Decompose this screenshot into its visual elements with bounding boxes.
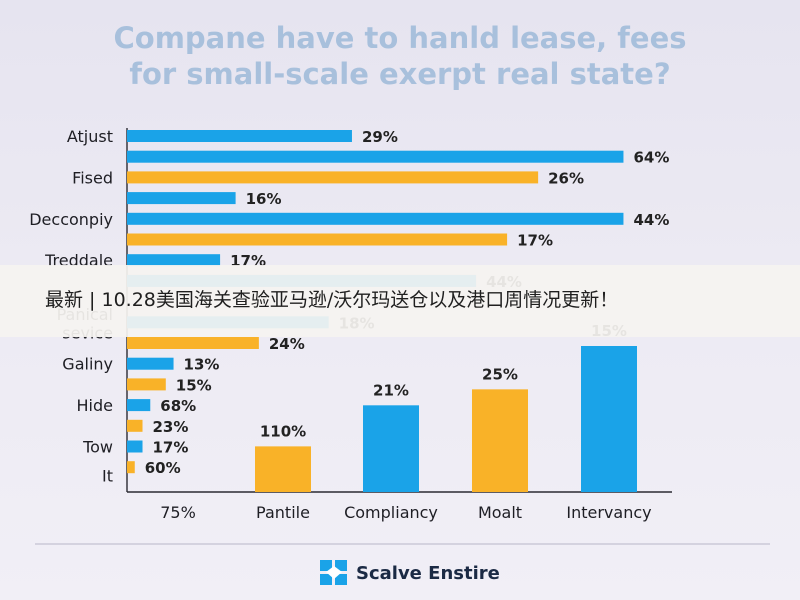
x-tick-label-4: Intervancy xyxy=(566,503,651,522)
hbar-13 xyxy=(127,399,151,412)
vbar-value-label-0: 110% xyxy=(260,422,306,440)
hbar-2 xyxy=(127,171,539,184)
hbar-value-label-5: 17% xyxy=(517,232,553,250)
vbar-value-label-1: 21% xyxy=(373,381,409,399)
category-label-9: It xyxy=(102,466,113,485)
brand-name: Scalve Enstire xyxy=(356,562,500,584)
hbar-0 xyxy=(127,130,352,142)
hbar-5 xyxy=(127,233,508,246)
news-banner-text[interactable]: 最新 | 10.28美国海关查验亚马逊/沃尔玛送仓以及港口周情况更新！ xyxy=(45,289,619,311)
vbar-3 xyxy=(581,346,637,492)
hbar-value-label-14: 23% xyxy=(153,418,189,436)
hbar-3 xyxy=(127,192,236,205)
hbar-16 xyxy=(127,461,135,474)
footer-divider xyxy=(35,543,770,545)
hbar-value-label-10: 24% xyxy=(269,335,305,353)
vbar-0 xyxy=(255,446,311,492)
brand-logo: Scalve Enstire xyxy=(320,560,500,586)
x-tick-label-3: Moalt xyxy=(478,503,522,522)
news-banner[interactable] xyxy=(0,265,800,337)
x-tick-label-2: Compliancy xyxy=(344,503,438,522)
category-label-6: Galiny xyxy=(62,355,113,374)
hbar-value-label-13: 68% xyxy=(160,397,196,415)
hbar-6 xyxy=(127,254,221,267)
x-tick-label-1: Pantile xyxy=(256,503,310,522)
hbar-value-label-16: 60% xyxy=(145,459,181,477)
hbar-14 xyxy=(127,419,143,432)
hbar-value-label-3: 16% xyxy=(246,190,282,208)
category-label-2: Decconpiy xyxy=(29,210,113,229)
category-label-1: Fised xyxy=(72,168,113,187)
hbar-value-label-4: 44% xyxy=(633,211,669,229)
hbar-value-label-1: 64% xyxy=(633,149,669,167)
hbar-value-label-12: 15% xyxy=(176,376,212,394)
hbar-value-label-11: 13% xyxy=(184,356,220,374)
vbar-2 xyxy=(472,389,528,492)
vbar-value-label-2: 25% xyxy=(482,365,518,383)
hbar-value-label-15: 17% xyxy=(153,439,189,457)
x-tick-label-0: 75% xyxy=(160,503,196,522)
chart-title-line-1: Compane have to hanld lease, fees xyxy=(113,21,687,55)
hbar-value-label-2: 26% xyxy=(548,169,584,187)
category-label-7: Hide xyxy=(77,396,113,415)
hbar-value-label-0: 29% xyxy=(362,128,398,146)
chart-title: Compane have to hanld lease, fees for sm… xyxy=(0,20,800,92)
chart-title-line-2: for small-scale exerpt real state? xyxy=(129,57,671,91)
category-label-0: Atjust xyxy=(67,127,113,146)
scalve-logo-icon xyxy=(320,560,347,585)
hbar-4 xyxy=(127,212,624,225)
category-label-8: Tow xyxy=(82,438,113,457)
hbar-15 xyxy=(127,440,143,453)
hbar-12 xyxy=(127,378,166,391)
hbar-1 xyxy=(127,150,624,163)
hbar-10 xyxy=(127,337,259,349)
vbar-1 xyxy=(363,405,419,492)
hbar-11 xyxy=(127,357,174,370)
